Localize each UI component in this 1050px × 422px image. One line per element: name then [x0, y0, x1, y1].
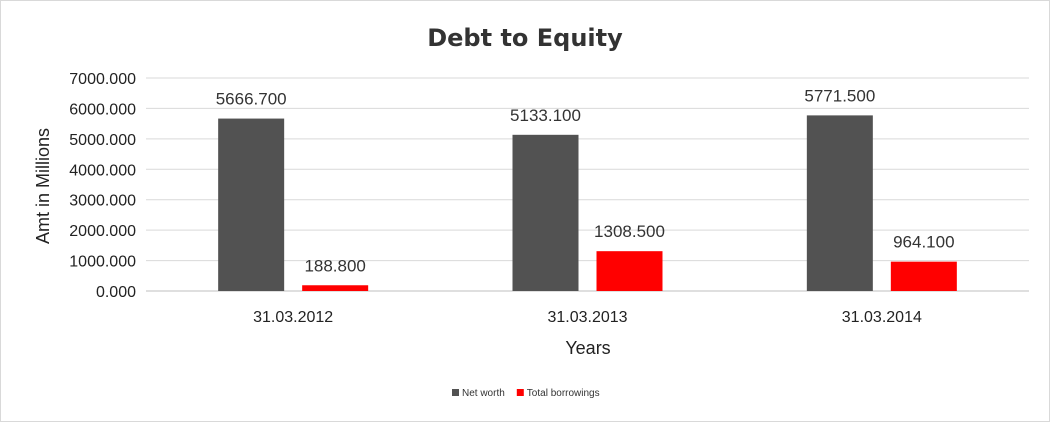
data-label: 5133.100 [510, 106, 581, 125]
y-axis-title: Amt in Millions [33, 128, 53, 244]
legend: Net worth Total borrowings [452, 388, 600, 399]
x-tick-label: 31.03.2014 [842, 309, 922, 326]
x-axis-ticks: 31.03.2012 31.03.2013 31.03.2014 [253, 309, 922, 326]
y-tick-label: 1000.000 [69, 254, 136, 271]
bar [806, 115, 873, 291]
data-label: 5666.700 [216, 90, 287, 109]
data-label: 188.800 [304, 256, 365, 275]
bars: 5666.700 188.800 5133.100 1308.500 5771.500 9… [216, 86, 957, 292]
chart-title: Debt to Equity [427, 24, 623, 52]
legend-label: Total borrowings [527, 388, 600, 399]
data-label: 964.100 [893, 233, 954, 252]
x-tick-label: 31.03.2013 [547, 309, 627, 326]
y-tick-label: 4000.000 [69, 162, 136, 179]
legend-swatch [516, 389, 524, 396]
y-tick-label: 3000.000 [69, 193, 136, 210]
bar [512, 134, 579, 291]
legend-label: Net worth [462, 388, 505, 399]
bar [596, 251, 663, 291]
y-axis-ticks: 0.000 1000.000 2000.000 3000.000 4000.000 500… [69, 71, 136, 301]
bar [890, 261, 957, 291]
x-tick-label: 31.03.2012 [253, 309, 333, 326]
x-axis-title: Years [565, 338, 610, 358]
y-tick-label: 5000.000 [69, 132, 136, 149]
bar [302, 285, 369, 291]
y-tick-label: 2000.000 [69, 223, 136, 240]
y-tick-label: 6000.000 [69, 101, 136, 118]
y-tick-label: 7000.000 [69, 71, 136, 88]
y-tick-label: 0.000 [96, 284, 136, 301]
bar [218, 118, 285, 292]
legend-swatch [452, 389, 459, 396]
data-label: 1308.500 [594, 222, 665, 241]
data-label: 5771.500 [804, 86, 875, 105]
gridlines [146, 77, 1029, 292]
